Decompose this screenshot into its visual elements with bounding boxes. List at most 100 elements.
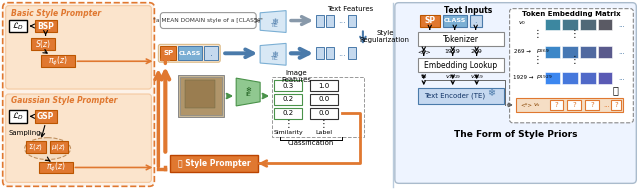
Bar: [326, 47, 334, 59]
Text: 0.0: 0.0: [318, 110, 330, 116]
Text: GSP: GSP: [37, 112, 54, 121]
Bar: [38, 162, 72, 173]
Bar: [516, 98, 623, 112]
Text: SP: SP: [424, 16, 435, 25]
Bar: [470, 15, 482, 26]
Text: Label: Label: [316, 130, 333, 135]
Bar: [563, 46, 579, 58]
Bar: [348, 15, 356, 26]
Text: 0.0: 0.0: [318, 97, 330, 102]
Bar: [310, 94, 338, 105]
Text: ❄: ❄: [488, 88, 496, 98]
Text: $v_{1929}$: $v_{1929}$: [445, 73, 461, 81]
Text: BSP: BSP: [37, 21, 54, 31]
FancyBboxPatch shape: [6, 94, 152, 182]
Text: 1929 →: 1929 →: [513, 75, 533, 80]
Text: TE: TE: [271, 23, 278, 28]
Bar: [31, 38, 54, 50]
Bar: [35, 20, 56, 32]
Text: 1929: 1929: [445, 49, 461, 54]
Text: ...: ...: [618, 75, 625, 81]
Bar: [35, 110, 56, 123]
Text: TE: TE: [271, 56, 278, 61]
Text: $S(z)$: $S(z)$: [35, 38, 51, 50]
Text: ❄: ❄: [271, 17, 278, 26]
Bar: [9, 110, 27, 123]
Text: "a MEAN DOMAIN style of a [CLASS]": "a MEAN DOMAIN style of a [CLASS]": [154, 18, 263, 23]
FancyBboxPatch shape: [161, 13, 256, 28]
Text: ⋮: ⋮: [532, 29, 543, 40]
Bar: [310, 108, 338, 119]
Bar: [26, 141, 45, 153]
Text: ?: ?: [555, 102, 558, 108]
Text: $p_{269}$: $p_{269}$: [536, 47, 550, 55]
Bar: [274, 94, 302, 105]
Text: $\mu(z)$: $\mu(z)$: [51, 142, 66, 152]
Text: .: .: [210, 48, 212, 58]
Bar: [580, 46, 596, 58]
Text: Text Features: Text Features: [327, 6, 373, 12]
Text: Similarity: Similarity: [273, 130, 303, 135]
Bar: [49, 141, 68, 153]
Bar: [170, 154, 258, 173]
Text: Gaussian Style Prompter: Gaussian Style Prompter: [11, 97, 117, 105]
FancyBboxPatch shape: [6, 6, 152, 89]
Bar: [179, 46, 202, 60]
Bar: [272, 77, 364, 137]
Text: ...: ...: [618, 49, 625, 55]
Bar: [316, 15, 324, 26]
Text: $\mathcal{L}_D$: $\mathcal{L}_D$: [12, 111, 24, 122]
Text: Embedding Lookup: Embedding Lookup: [424, 61, 497, 70]
Text: The Form of Style Priors: The Form of Style Priors: [454, 130, 577, 139]
FancyBboxPatch shape: [395, 3, 636, 183]
Bar: [274, 108, 302, 119]
Text: IE: IE: [245, 93, 251, 97]
Bar: [204, 46, 218, 60]
Text: ⋮: ⋮: [283, 119, 293, 129]
Bar: [598, 72, 612, 84]
Text: ...: ...: [603, 102, 610, 108]
Text: ...: ...: [338, 49, 346, 58]
Text: ...: ...: [618, 21, 625, 28]
Bar: [563, 19, 579, 30]
Text: ❄: ❄: [245, 87, 251, 93]
Bar: [420, 15, 440, 26]
FancyBboxPatch shape: [158, 44, 220, 62]
Bar: [316, 47, 324, 59]
Text: <*>: <*>: [520, 102, 532, 107]
Bar: [611, 100, 621, 110]
Bar: [161, 46, 176, 60]
Text: 0.3: 0.3: [282, 83, 294, 89]
Text: $\Sigma(z)$: $\Sigma(z)$: [28, 142, 43, 152]
FancyBboxPatch shape: [3, 3, 154, 186]
Bar: [545, 72, 561, 84]
Text: <*>: <*>: [417, 49, 431, 54]
FancyBboxPatch shape: [509, 9, 634, 123]
Bar: [580, 19, 596, 30]
Text: $\pi_\phi(z)$: $\pi_\phi(z)$: [45, 161, 65, 174]
Polygon shape: [260, 11, 286, 32]
Bar: [326, 15, 334, 26]
Bar: [568, 100, 581, 110]
Text: $v_{269}$: $v_{269}$: [470, 73, 483, 81]
Bar: [9, 20, 27, 32]
Text: $p_{1929}$: $p_{1929}$: [536, 73, 552, 81]
Text: .: .: [474, 16, 477, 25]
Bar: [40, 55, 74, 67]
Bar: [443, 15, 467, 26]
Text: ?: ?: [573, 102, 577, 108]
Polygon shape: [236, 78, 260, 106]
Text: Text Inputs: Text Inputs: [444, 6, 492, 15]
Text: $\mathcal{L}_D$: $\mathcal{L}_D$: [12, 20, 24, 32]
Bar: [598, 19, 612, 30]
Text: Sampling: Sampling: [9, 130, 42, 136]
Bar: [180, 77, 222, 115]
Text: Basic Style Prompter: Basic Style Prompter: [11, 9, 100, 18]
Bar: [545, 46, 561, 58]
Text: Image
Features: Image Features: [281, 70, 311, 83]
Text: $v_s$: $v_s$: [532, 101, 540, 109]
Bar: [348, 47, 356, 59]
Text: Token Embedding Matrix: Token Embedding Matrix: [522, 11, 621, 17]
Bar: [580, 72, 596, 84]
Text: ⋮: ⋮: [319, 119, 329, 129]
